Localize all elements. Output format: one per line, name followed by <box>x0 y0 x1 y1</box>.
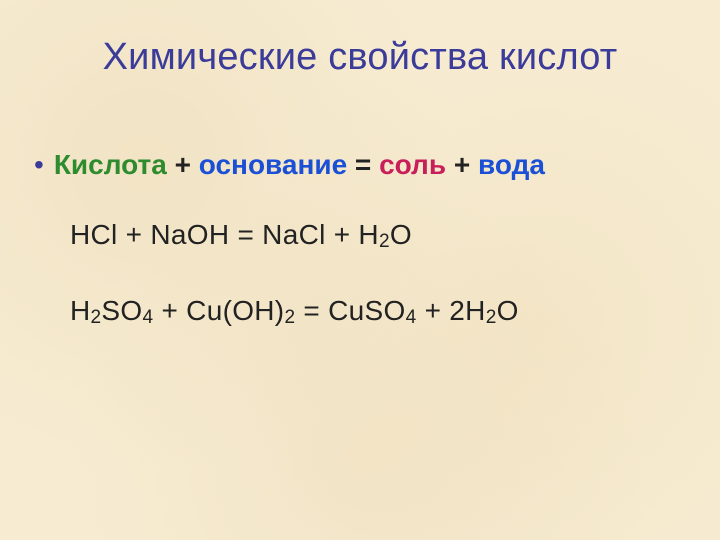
equation-text: SO <box>101 295 142 326</box>
subscript: 2 <box>284 307 295 328</box>
equation-text: O <box>497 295 519 326</box>
subscript: 2 <box>486 307 497 328</box>
reaction-scheme: Кислота + основание = соль + вода <box>54 149 545 181</box>
scheme-plus: + <box>446 149 478 180</box>
bullet-icon: • <box>34 151 44 179</box>
scheme-equals: = <box>347 149 379 180</box>
equation-text: HCl + NaOH = NaCl + H <box>70 219 379 250</box>
equation-text: + 2H <box>416 295 485 326</box>
slide-title: Химические свойства кислот <box>40 36 680 79</box>
equation-text: = CuSO <box>295 295 405 326</box>
equation-text: H <box>70 295 91 326</box>
equation-2: H2SO4 + Cu(OH)2 = CuSO4 + 2H2O <box>70 295 680 327</box>
scheme-acid: Кислота <box>54 149 167 180</box>
equation-text: O <box>390 219 412 250</box>
subscript: 4 <box>406 307 417 328</box>
equation-1: HCl + NaOH = NaCl + H2O <box>70 219 680 251</box>
equation-text: + Cu(OH) <box>153 295 284 326</box>
subscript: 2 <box>91 307 102 328</box>
slide: Химические свойства кислот • Кислота + о… <box>0 0 720 540</box>
scheme-salt: соль <box>379 149 446 180</box>
subscript: 4 <box>142 307 153 328</box>
reaction-scheme-row: • Кислота + основание = соль + вода <box>34 149 680 181</box>
scheme-base: основание <box>199 149 347 180</box>
subscript: 2 <box>379 231 390 252</box>
scheme-plus: + <box>167 149 199 180</box>
scheme-water: вода <box>478 149 545 180</box>
